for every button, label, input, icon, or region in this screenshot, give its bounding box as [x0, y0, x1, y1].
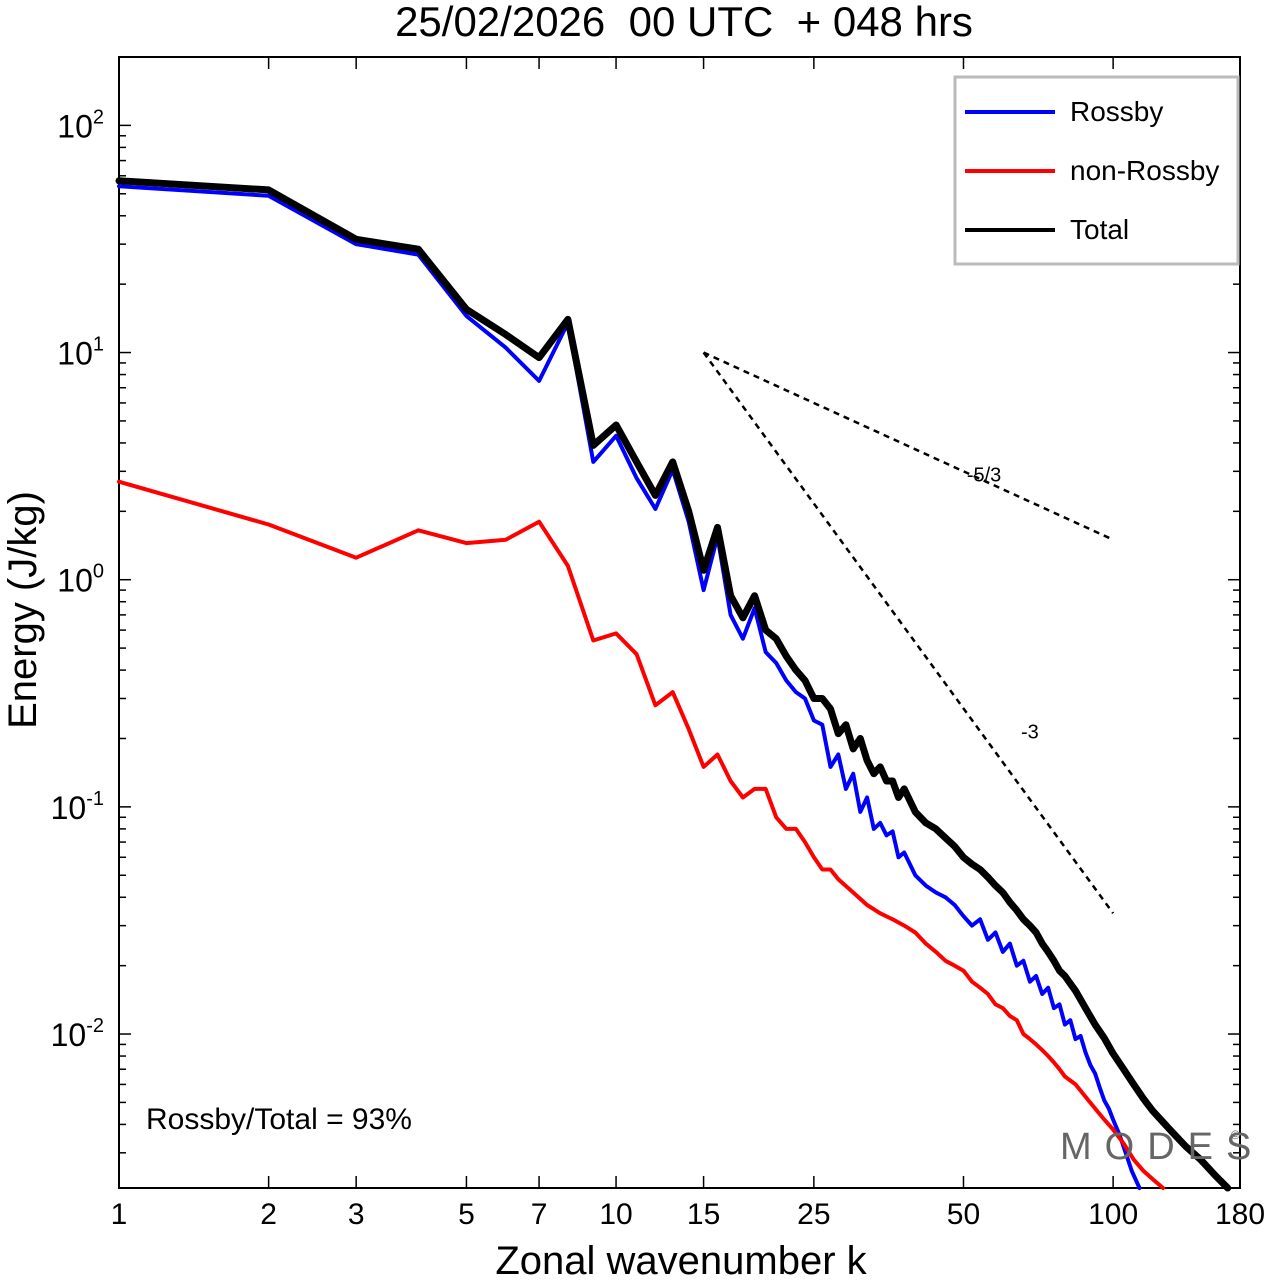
rossby-total-ratio: Rossby/Total = 93%: [146, 1103, 412, 1136]
series-line-total: [115, 177, 1232, 1192]
y-axis-label: Energy (J/kg): [1, 491, 45, 729]
y-tick-label: 10-2: [51, 1015, 104, 1053]
legend-label-non-rossby: non-Rossby: [1070, 155, 1219, 186]
reference-slope-lines: -5/3 -3: [702, 351, 1115, 915]
x-tick-label: 3: [348, 1198, 365, 1231]
x-axis: 1 2 3 5 7 10 15 25 50 100 180: [111, 57, 1265, 1231]
legend-label-total: Total: [1070, 214, 1129, 245]
y-tick-label: 10-1: [51, 788, 104, 826]
legend-label-rossby: Rossby: [1070, 96, 1163, 127]
reference-slope-line: [702, 351, 1115, 915]
y-axis: 102 101 100 10-1 10-2: [51, 56, 1240, 1154]
reference-slope-label: -3: [1021, 721, 1039, 743]
chart-title: 25/02/2026 00 UTC + 048 hrs: [395, 0, 973, 45]
x-tick-label: 50: [947, 1198, 980, 1231]
plot-area-frame: [118, 56, 1241, 1189]
y-tick-label: 100: [57, 561, 104, 599]
x-tick-label: 1: [111, 1198, 128, 1231]
x-tick-label: 7: [531, 1198, 548, 1231]
y-tick-label: 102: [57, 106, 104, 144]
series-lines: [115, 177, 1232, 1192]
legend: Rossby non-Rossby Total: [953, 75, 1240, 266]
modes-watermark: MODES: [1060, 1126, 1264, 1168]
x-tick-label: 100: [1088, 1198, 1138, 1231]
reference-slope-label: -5/3: [967, 465, 1001, 487]
reference-slope-line: [703, 351, 1114, 541]
series-line-rossby: [117, 184, 1142, 1190]
copyright-mark: ©: [1231, 1128, 1240, 1142]
x-tick-label: 180: [1215, 1198, 1265, 1231]
x-tick-label: 10: [599, 1198, 632, 1231]
x-tick-label: 5: [458, 1198, 475, 1231]
x-tick-label: 15: [687, 1198, 720, 1231]
x-tick-label: 25: [797, 1198, 830, 1231]
y-tick-label: 101: [57, 334, 104, 372]
x-axis-label: Zonal wavenumber k: [495, 1239, 867, 1281]
x-tick-label: 2: [260, 1198, 277, 1231]
series-line-non-rossby: [117, 479, 1165, 1190]
